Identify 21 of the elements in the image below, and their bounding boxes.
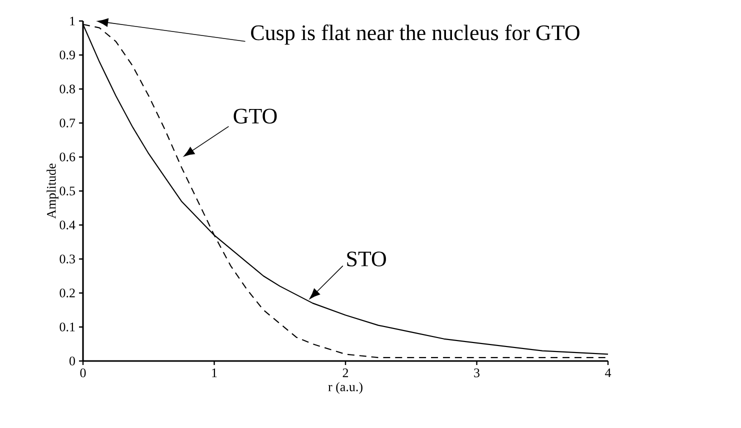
y-tick-label: 0.9 [60, 50, 75, 60]
y-tick-label: 0.1 [60, 322, 75, 332]
y-tick-label: 1 [70, 16, 75, 26]
annotation: STO [347, 252, 386, 266]
x-tick-label: 0 [80, 368, 86, 378]
x-tick-label: 4 [605, 368, 612, 378]
y-tick-label: 0.7 [60, 118, 76, 128]
y-tick-label: 0.3 [60, 254, 75, 264]
y-tick-label: 0.5 [60, 186, 75, 196]
annotation: GTO [234, 108, 277, 124]
y-tick-label: 0.2 [60, 288, 75, 298]
y-tick-label: 0.6 [60, 152, 76, 162]
annotation: Cusp is flat near the nucleus for GTO [251, 24, 580, 45]
x-tick-label: 1 [212, 368, 217, 378]
y-axis-title: Amplitude [46, 164, 58, 219]
x-tick-label: 2 [342, 368, 348, 378]
x-tick-label: 3 [474, 368, 480, 378]
y-tick-label: 0.8 [60, 84, 75, 94]
x-axis-title: r (a.u.) [328, 382, 362, 394]
y-tick-label: 0.4 [60, 220, 76, 230]
y-tick-label: 0 [70, 356, 75, 366]
